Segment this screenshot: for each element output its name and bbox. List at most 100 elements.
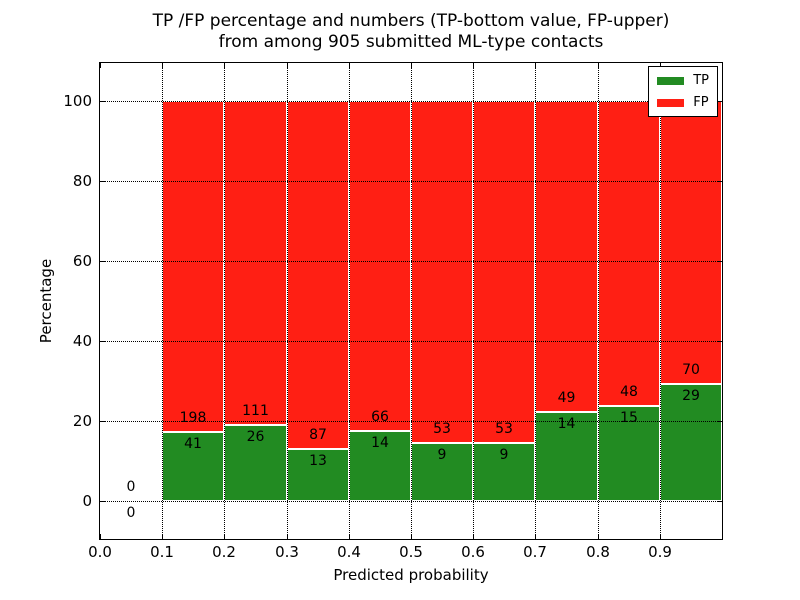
v-gridline (535, 63, 536, 539)
legend-label-fp: FP (693, 95, 709, 110)
fp-bar-segment (349, 101, 411, 431)
fp-bar-segment (287, 101, 349, 449)
y-tick-label: 0 (82, 492, 92, 510)
x-tick-label: 0.4 (337, 543, 361, 561)
fp-bar-segment (535, 101, 598, 412)
fp-legend-swatch (657, 98, 685, 107)
fp-count-label: 53 (433, 421, 451, 437)
legend: TP FP (648, 66, 718, 117)
x-tick-mark (411, 534, 412, 539)
fp-count-label: 70 (682, 362, 700, 378)
x-tick-mark (224, 534, 225, 539)
x-tick-label: 0.3 (275, 543, 299, 561)
x-tick-mark-top (535, 63, 536, 68)
tp-count-label: 0 (126, 505, 136, 521)
x-tick-mark-top (100, 63, 101, 68)
y-tick-label: 100 (63, 92, 92, 110)
y-tick-mark (100, 421, 105, 422)
fp-count-label: 53 (495, 421, 513, 437)
fp-bar-segment (224, 101, 287, 425)
x-tick-label: 0.2 (212, 543, 236, 561)
x-tick-mark-top (473, 63, 474, 68)
v-gridline (660, 63, 661, 539)
x-tick-label: 0.1 (150, 543, 174, 561)
x-tick-mark (100, 534, 101, 539)
fp-count-label: 198 (179, 410, 207, 426)
x-tick-mark (660, 534, 661, 539)
v-gridline (598, 63, 599, 539)
v-gridline (411, 63, 412, 539)
x-axis-label: Predicted probability (333, 566, 489, 584)
legend-entry-tp: TP (657, 74, 709, 87)
fp-bar-segment (473, 101, 535, 443)
fp-bar-segment (660, 101, 722, 384)
fp-bar-segment (598, 101, 660, 406)
x-tick-label: 0.8 (586, 543, 610, 561)
tp-count-label: 26 (246, 429, 265, 445)
y-tick-mark-right (717, 341, 722, 342)
tp-count-label: 9 (499, 447, 509, 463)
x-tick-mark (598, 534, 599, 539)
tp-count-label: 29 (682, 388, 700, 404)
tp-legend-swatch (657, 76, 685, 85)
tp-count-label: 41 (184, 436, 202, 452)
legend-entry-fp: FP (657, 96, 709, 109)
x-tick-mark (349, 534, 350, 539)
x-tick-mark-top (162, 63, 163, 68)
fp-count-label: 49 (557, 390, 576, 406)
fp-count-label: 87 (309, 427, 327, 443)
chart-title-line2: from among 905 submitted ML-type contact… (218, 32, 604, 52)
y-tick-mark (100, 261, 105, 262)
x-tick-label: 0.9 (648, 543, 672, 561)
y-tick-mark-right (717, 181, 722, 182)
x-tick-mark-top (287, 63, 288, 68)
x-tick-mark-top (598, 63, 599, 68)
y-tick-mark-right (717, 101, 722, 102)
tp-bar-segment (473, 443, 535, 501)
tp-bar-segment (162, 432, 224, 501)
x-tick-mark (162, 534, 163, 539)
v-gridline (473, 63, 474, 539)
tp-count-label: 14 (557, 416, 576, 432)
legend-label-tp: TP (693, 73, 709, 88)
v-gridline (287, 63, 288, 539)
fp-bar-segment (162, 101, 224, 432)
y-tick-mark (100, 341, 105, 342)
y-tick-label: 60 (72, 252, 92, 270)
v-gridline (162, 63, 163, 539)
x-tick-mark (535, 534, 536, 539)
fp-count-label: 66 (371, 409, 389, 425)
x-tick-label: 0.0 (88, 543, 112, 561)
y-tick-mark (100, 501, 105, 502)
y-tick-mark-right (717, 261, 722, 262)
x-tick-mark (287, 534, 288, 539)
y-tick-mark-right (717, 501, 722, 502)
y-tick-label: 20 (72, 412, 92, 430)
y-tick-label: 80 (72, 172, 92, 190)
chart-title: TP /FP percentage and numbers (TP-bottom… (100, 11, 722, 53)
y-tick-mark (100, 181, 105, 182)
x-tick-mark-top (349, 63, 350, 68)
x-tick-mark-top (411, 63, 412, 68)
fp-count-label: 48 (620, 384, 638, 400)
plot-area: TP FP 0 0 198 41 111 26 87 13 66 14 53 9 53 9 49 14 48 15… (99, 62, 723, 540)
tp-count-label: 13 (309, 453, 327, 469)
x-tick-label: 0.5 (399, 543, 423, 561)
tp-count-label: 15 (620, 410, 638, 426)
tp-bar-segment (349, 431, 411, 501)
chart-title-line1: TP /FP percentage and numbers (TP-bottom… (152, 11, 670, 31)
y-axis-label: Percentage (37, 258, 55, 344)
x-tick-mark-top (224, 63, 225, 68)
fp-bar-segment (411, 101, 473, 443)
x-tick-mark-top (660, 63, 661, 68)
v-gridline (224, 63, 225, 539)
x-tick-label: 0.7 (523, 543, 547, 561)
x-tick-mark (473, 534, 474, 539)
v-gridline (349, 63, 350, 539)
tp-bar-segment (224, 425, 287, 501)
y-tick-mark (100, 101, 105, 102)
tp-count-label: 9 (437, 447, 447, 463)
x-tick-label: 0.6 (461, 543, 485, 561)
fp-count-label: 111 (242, 403, 269, 419)
